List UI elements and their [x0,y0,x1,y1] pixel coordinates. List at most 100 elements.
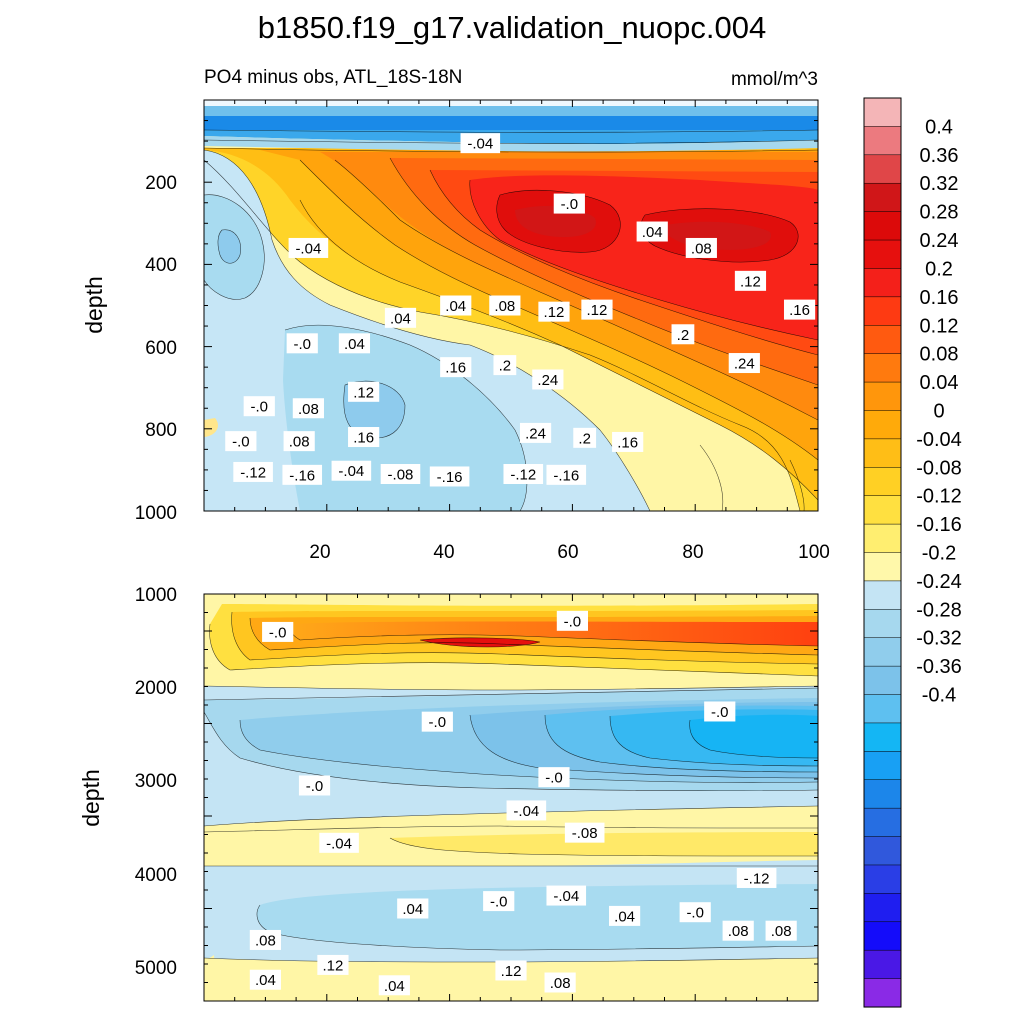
colorbar-swatch [863,609,902,639]
colorbar-swatch [863,921,902,951]
lower-y-ticklabels: 1000 2000 3000 4000 5000 [135,585,177,979]
svg-text:-.0: -.0 [561,196,579,213]
svg-text:.08: .08 [771,923,792,940]
colorbar-swatch [863,126,902,156]
contour-label: .24 [728,353,760,374]
contour-label: -.0 [538,767,570,788]
lower-contour-field [204,594,818,1001]
upper-contour-labels: -.12 -.16 -.04 -.08 -.16 -.12 -.16 -.0 .08 .16 .24… [225,133,816,487]
colorbar-swatch [863,268,902,298]
chart-subtitle: PO4 minus obs, ATL_18S-18N [204,67,462,88]
contour-label: .04 [440,295,472,316]
contour-label: .04 [384,307,417,328]
contour-label: -.0 [243,396,275,417]
svg-text:-.0: -.0 [564,613,582,630]
lower-ytick-label: 4000 [135,865,177,886]
upper-ytick-label: 1000 [135,503,177,524]
colorbar-label: -0.24 [916,571,962,593]
chart-title: b1850.f19_g17.validation_nuopc.004 [258,10,767,45]
svg-text:.2: .2 [578,430,591,447]
contour-label: -.0 [225,431,257,452]
svg-text:.04: .04 [390,310,411,327]
svg-text:-.04: -.04 [467,136,493,153]
svg-text:-.0: -.0 [232,434,250,451]
colorbar-label: -0.12 [916,486,962,508]
colorbar-swatch [863,495,902,525]
contour-label: .12 [538,301,570,322]
upper-xtick-label: 100 [798,542,830,563]
contour-label: -.04 [331,460,372,481]
contour-label: -.16 [282,464,323,485]
contour-label: .12 [581,299,613,320]
svg-text:.08: .08 [550,975,571,992]
contour-label: .2 [493,355,517,376]
colorbar-swatch [863,949,902,980]
svg-text:.08: .08 [255,932,276,949]
colorbar-label: 0.12 [920,315,959,337]
contour-label: -.04 [460,133,501,154]
colorbar-label: -0.32 [916,628,962,650]
colorbar-swatch [863,893,902,923]
svg-text:.12: .12 [501,963,522,980]
contour-label: .12 [317,954,349,975]
colorbar-swatch [863,751,902,781]
lower-ytick-label: 3000 [135,771,177,792]
contour-label: .08 [544,972,576,993]
contour-label: .08 [765,920,797,941]
contour-label: .08 [489,295,521,316]
contour-label: .2 [671,324,695,345]
svg-text:.08: .08 [298,401,319,418]
contour-label: .16 [612,431,644,452]
colorbar-label: -0.2 [922,543,956,565]
colorbar-swatch [863,665,902,696]
contour-label: -.04 [506,800,547,821]
contour-label: -.0 [556,610,588,631]
svg-text:-.04: -.04 [553,888,579,905]
svg-text:-.0: -.0 [306,778,324,795]
upper-xtick-label: 60 [557,542,578,563]
colorbar-label: 0.08 [920,344,959,366]
lower-panel: 1000 2000 3000 4000 5000 depth .04 .04 .08… [78,585,819,1002]
contour-label: .16 [440,357,472,378]
colorbar-swatch [863,325,902,355]
svg-text:-.0: -.0 [545,770,563,787]
colorbar-swatch [863,182,902,213]
contour-label: .04 [608,905,641,926]
upper-y-ticklabels: 200 400 600 800 1000 [135,173,177,524]
contour-label: .16 [783,299,816,320]
svg-text:.08: .08 [691,240,712,257]
svg-text:-.04: -.04 [513,803,539,820]
colorbar-swatch [863,97,902,127]
svg-text:-.04: -.04 [338,463,364,480]
contour-label: -.0 [286,333,318,354]
contour-label: .08 [722,920,754,941]
contour-label: .24 [519,422,552,443]
contour-label: -.04 [546,885,587,906]
contour-label: .04 [636,221,668,242]
upper-panel: 200 400 600 800 1000 20 40 60 80 100 dep… [81,99,830,563]
contour-label: .04 [378,975,410,996]
svg-text:.16: .16 [445,360,466,377]
contour-label: -.16 [429,466,470,487]
upper-ytick-label: 200 [145,173,177,194]
lower-contour-labels: .04 .04 .08 .12 .12 .08 .08 .08 .04 -.0 .04 -.0 -.04… [249,610,797,996]
svg-text:.08: .08 [494,298,515,315]
contour-label: -.12 [233,461,273,482]
svg-text:-.04: -.04 [295,240,321,257]
contour-label: .16 [348,427,380,448]
colorbar-swatch [863,694,902,724]
contour-label: -.0 [483,891,515,912]
colorbar-swatch [863,467,902,497]
svg-text:.16: .16 [353,430,374,447]
contour-label: -.0 [553,193,585,214]
contour-label: .24 [532,369,564,390]
colorbar-label: 0.04 [920,372,959,394]
upper-xtick-label: 20 [309,542,330,563]
svg-text:.2: .2 [677,327,690,344]
colorbar-label: 0.32 [920,173,959,195]
contour-label: .08 [292,398,324,419]
colorbar-label: -0.16 [916,514,962,536]
contour-label: .12 [734,270,767,291]
colorbar-swatch [863,978,902,1008]
